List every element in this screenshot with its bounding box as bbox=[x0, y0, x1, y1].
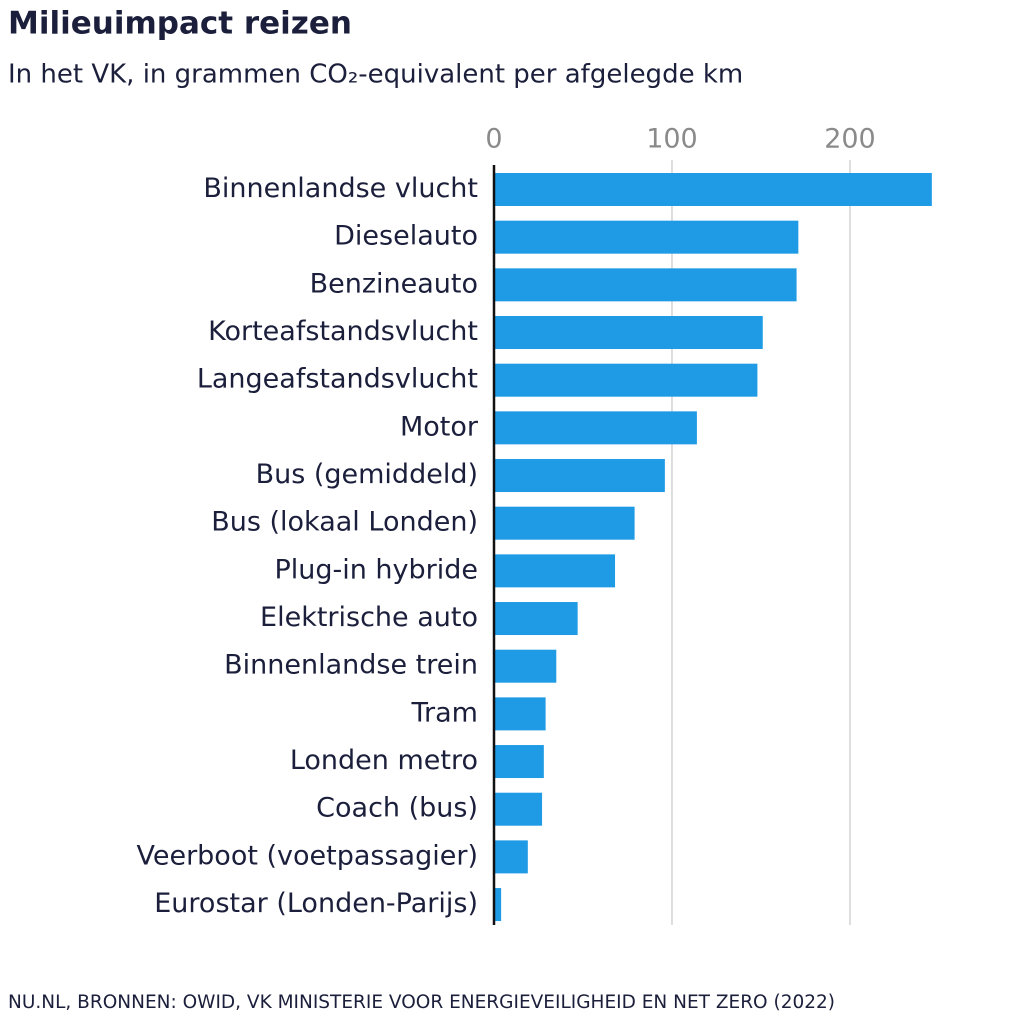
bar bbox=[494, 745, 544, 779]
y-tick-label: Benzineauto bbox=[310, 268, 478, 299]
chart-source: NU.NL, BRONNEN: OWID, VK MINISTERIE VOOR… bbox=[8, 992, 835, 1013]
y-tick-label: Motor bbox=[400, 411, 479, 442]
x-tick-label: 200 bbox=[824, 124, 876, 155]
bar bbox=[494, 459, 665, 493]
bar bbox=[494, 792, 543, 826]
bar bbox=[494, 173, 932, 206]
chart-title: Milieuimpact reizen bbox=[8, 6, 352, 42]
x-tick-label: 0 bbox=[485, 124, 502, 155]
y-tick-label: Plug-in hybride bbox=[274, 554, 478, 585]
y-tick-label: Korteafstandsvlucht bbox=[208, 316, 478, 347]
y-tick-label: Binnenlandse vlucht bbox=[203, 173, 478, 204]
y-tick-label: Londen metro bbox=[290, 745, 478, 776]
chart-subtitle: In het VK, in grammen CO₂-equivalent per… bbox=[8, 60, 743, 90]
y-tick-label: Bus (lokaal Londen) bbox=[211, 507, 478, 538]
bar bbox=[494, 411, 697, 445]
bar bbox=[494, 316, 763, 350]
y-tick-label: Eurostar (Londen-Parijs) bbox=[154, 888, 478, 919]
y-tick-label: Coach (bus) bbox=[316, 793, 478, 824]
bar bbox=[494, 602, 578, 636]
bar bbox=[494, 363, 758, 397]
y-tick-label: Tram bbox=[411, 697, 478, 728]
y-tick-label: Binnenlandse trein bbox=[224, 650, 478, 681]
bar bbox=[494, 697, 546, 731]
bar bbox=[494, 506, 635, 540]
y-tick-label: Veerboot (voetpassagier) bbox=[136, 840, 478, 871]
y-tick-label: Bus (gemiddeld) bbox=[256, 459, 478, 490]
x-tick-label: 100 bbox=[646, 124, 698, 155]
y-tick-label: Dieselauto bbox=[334, 221, 478, 252]
bar bbox=[494, 649, 557, 683]
bar bbox=[494, 888, 502, 922]
y-tick-label: Langeafstandsvlucht bbox=[197, 364, 478, 395]
y-tick-label: Elektrische auto bbox=[260, 602, 478, 633]
bar bbox=[494, 268, 797, 302]
bar bbox=[494, 554, 616, 588]
bar bbox=[494, 840, 528, 874]
bar bbox=[494, 220, 799, 254]
